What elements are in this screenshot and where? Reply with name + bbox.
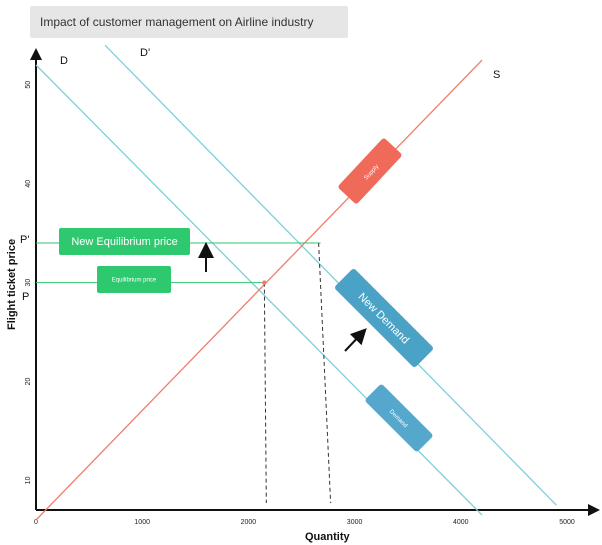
- new-demand-curve-label: D': [140, 47, 150, 59]
- equilibrium-point: [262, 280, 267, 285]
- supply-curve: [35, 59, 483, 521]
- y-tick-label: 20: [25, 378, 32, 386]
- supply-tag: Supply: [338, 138, 402, 204]
- x-tick-label: 1000: [134, 519, 150, 526]
- y-ticks: 10 20 30 40 50: [25, 81, 32, 485]
- new-demand-curve: [104, 44, 557, 506]
- y-axis-arrow-icon: [30, 48, 42, 60]
- new-equilibrium-price-tag: New Equilibrium price: [59, 228, 190, 255]
- y-axis-title: Flight ticket price: [6, 239, 18, 330]
- x-tick-label: 5000: [559, 519, 575, 526]
- x-tick-label: 4000: [453, 519, 469, 526]
- equilibrium-price-tag: Equilibrium price: [97, 266, 171, 293]
- x-tick-label: 3000: [347, 519, 363, 526]
- chart-title: Impact of customer management on Airline…: [40, 15, 314, 29]
- x-ticks: 0 1000 2000 3000 4000 5000: [34, 519, 575, 526]
- y-tick-label: 40: [25, 180, 32, 188]
- chart-title-box: Impact of customer management on Airline…: [30, 6, 348, 38]
- y-tick-label: 30: [25, 279, 32, 287]
- x-axis-arrow-icon: [588, 504, 600, 516]
- demand-tag: Demand: [365, 384, 433, 452]
- demand-curve-label: D: [60, 55, 68, 67]
- new-equilibrium-quantity-guide: [318, 243, 332, 504]
- new-equilibrium-price-tag-text: New Equilibrium price: [71, 236, 177, 248]
- x-tick-label: 2000: [241, 519, 257, 526]
- y-tick-label: 50: [25, 81, 32, 89]
- equilibrium-quantity-guide: [263, 282, 267, 504]
- new-equilibrium-price-marker: P': [20, 234, 29, 246]
- y-tick-label: 10: [25, 476, 32, 484]
- new-demand-tag: New Demand: [335, 269, 433, 367]
- demand-shift-arrow-icon: [344, 328, 367, 352]
- supply-curve-label: S: [493, 69, 500, 81]
- equilibrium-price-marker: P: [22, 291, 29, 303]
- x-axis-title: Quantity: [305, 531, 350, 543]
- equilibrium-price-tag-text: Equilibrium price: [112, 278, 157, 284]
- x-tick-label: 0: [34, 519, 38, 526]
